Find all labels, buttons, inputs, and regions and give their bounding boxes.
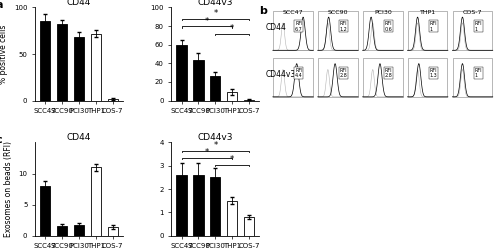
Bar xyxy=(408,58,448,97)
Text: RFI
0.6: RFI 0.6 xyxy=(385,21,392,32)
Bar xyxy=(227,201,237,236)
Text: RFI
1.3: RFI 1.3 xyxy=(430,67,438,78)
Bar xyxy=(108,99,118,101)
Bar xyxy=(274,11,313,50)
Bar xyxy=(108,227,118,236)
Bar xyxy=(408,11,448,50)
Bar xyxy=(57,226,67,236)
Bar xyxy=(40,21,50,101)
Bar xyxy=(40,186,50,236)
Bar xyxy=(318,11,358,50)
Text: SCC47: SCC47 xyxy=(282,10,304,15)
Bar xyxy=(453,11,492,50)
Bar xyxy=(74,225,84,236)
Text: *: * xyxy=(214,9,218,18)
Bar xyxy=(244,100,254,101)
Text: RFI
1: RFI 1 xyxy=(430,21,438,32)
Text: *: * xyxy=(205,148,209,157)
Bar xyxy=(194,60,203,101)
Bar xyxy=(210,76,220,101)
Text: c: c xyxy=(0,135,2,145)
Bar xyxy=(74,37,84,101)
Text: THP1: THP1 xyxy=(420,10,436,15)
Text: b: b xyxy=(260,5,268,16)
Bar xyxy=(91,167,101,236)
Title: CD44v3: CD44v3 xyxy=(198,133,233,142)
Title: CD44: CD44 xyxy=(67,0,91,7)
Text: SCC90: SCC90 xyxy=(328,10,348,15)
Text: RFI
6.7: RFI 6.7 xyxy=(295,21,303,32)
Y-axis label: % positive cells: % positive cells xyxy=(0,24,8,84)
Bar xyxy=(176,45,186,101)
Bar xyxy=(453,58,492,97)
Text: CD44v3: CD44v3 xyxy=(266,70,296,79)
Text: *: * xyxy=(214,141,218,150)
Text: *: * xyxy=(230,155,234,164)
Bar xyxy=(57,24,67,101)
Bar xyxy=(318,58,358,97)
Bar xyxy=(274,58,313,97)
Text: RFI
2.8: RFI 2.8 xyxy=(385,67,392,78)
Bar xyxy=(194,175,203,236)
Text: RFI
2.8: RFI 2.8 xyxy=(340,67,347,78)
Text: RFI
1: RFI 1 xyxy=(474,67,482,78)
Text: COS-7: COS-7 xyxy=(463,10,482,15)
Bar xyxy=(210,177,220,236)
Text: RFI
4.4: RFI 4.4 xyxy=(295,67,303,78)
Text: *: * xyxy=(230,24,234,33)
Text: PCI30: PCI30 xyxy=(374,10,392,15)
Text: CD44: CD44 xyxy=(266,23,287,32)
Title: CD44v3: CD44v3 xyxy=(198,0,233,7)
Text: RFI
1.2: RFI 1.2 xyxy=(340,21,347,32)
Y-axis label: Exosomes on beads (RFI): Exosomes on beads (RFI) xyxy=(4,141,13,237)
Bar xyxy=(176,175,186,236)
Text: *: * xyxy=(205,17,209,26)
Bar xyxy=(227,92,237,101)
Text: RFI
1: RFI 1 xyxy=(474,21,482,32)
Title: CD44: CD44 xyxy=(67,133,91,142)
Bar xyxy=(244,217,254,236)
Text: a: a xyxy=(0,0,3,10)
Bar xyxy=(363,11,403,50)
Bar xyxy=(363,58,403,97)
Bar xyxy=(91,33,101,101)
